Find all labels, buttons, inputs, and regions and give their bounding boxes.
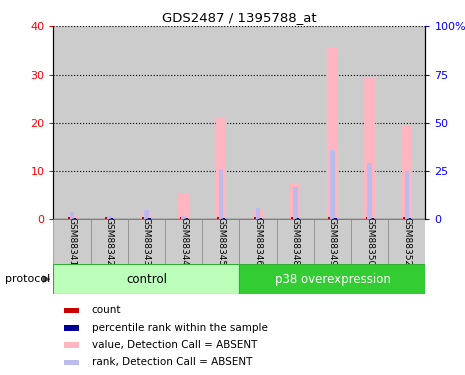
Text: percentile rank within the sample: percentile rank within the sample bbox=[92, 323, 268, 333]
Title: GDS2487 / 1395788_at: GDS2487 / 1395788_at bbox=[162, 11, 317, 24]
Text: GSM88352: GSM88352 bbox=[402, 217, 412, 266]
Bar bbox=[254, 217, 256, 219]
Bar bbox=[334, 218, 337, 219]
Bar bbox=[277, 26, 314, 219]
Bar bbox=[351, 219, 388, 264]
Bar bbox=[70, 211, 74, 219]
Bar bbox=[104, 217, 114, 219]
Text: GSM88344: GSM88344 bbox=[179, 217, 188, 266]
Bar bbox=[217, 217, 219, 219]
Text: rank, Detection Call = ABSENT: rank, Detection Call = ABSENT bbox=[92, 357, 252, 368]
Bar bbox=[68, 217, 70, 219]
Text: count: count bbox=[92, 305, 121, 315]
Bar bbox=[256, 208, 260, 219]
Bar bbox=[179, 217, 182, 219]
Bar bbox=[372, 218, 374, 219]
Bar bbox=[64, 360, 79, 365]
Bar bbox=[291, 217, 293, 219]
Bar bbox=[328, 217, 331, 219]
Text: GSM88345: GSM88345 bbox=[216, 217, 226, 266]
Text: GSM88349: GSM88349 bbox=[328, 217, 337, 266]
Text: GSM88348: GSM88348 bbox=[291, 217, 300, 266]
Bar bbox=[330, 150, 335, 219]
Bar bbox=[128, 26, 165, 219]
Bar bbox=[314, 26, 351, 219]
Bar bbox=[403, 217, 405, 219]
Bar bbox=[53, 26, 91, 219]
Bar bbox=[165, 26, 202, 219]
Bar bbox=[239, 26, 277, 219]
Bar bbox=[202, 219, 239, 264]
Bar bbox=[239, 219, 277, 264]
Bar bbox=[107, 216, 112, 219]
Bar bbox=[290, 183, 300, 219]
Bar bbox=[293, 186, 298, 219]
Bar bbox=[367, 164, 372, 219]
Bar bbox=[216, 118, 226, 219]
Bar bbox=[111, 218, 113, 219]
Bar bbox=[277, 219, 314, 264]
Bar bbox=[405, 171, 409, 219]
Text: GSM88343: GSM88343 bbox=[142, 217, 151, 266]
Bar bbox=[388, 219, 425, 264]
Bar bbox=[91, 219, 128, 264]
Bar bbox=[327, 48, 338, 219]
Bar bbox=[91, 26, 128, 219]
Text: control: control bbox=[126, 273, 167, 286]
Bar bbox=[297, 218, 299, 219]
Bar bbox=[53, 219, 91, 264]
Bar bbox=[186, 218, 188, 219]
Bar bbox=[74, 218, 76, 219]
Text: protocol: protocol bbox=[5, 274, 50, 284]
Bar bbox=[67, 214, 77, 219]
Bar bbox=[260, 218, 262, 219]
Bar bbox=[181, 216, 186, 219]
Bar bbox=[202, 26, 239, 219]
Bar bbox=[64, 325, 79, 330]
Bar bbox=[128, 219, 165, 264]
Bar bbox=[105, 217, 107, 219]
Bar bbox=[64, 308, 79, 313]
Bar bbox=[351, 26, 388, 219]
Bar bbox=[165, 219, 202, 264]
Bar bbox=[53, 264, 239, 294]
Bar bbox=[402, 125, 412, 219]
Bar bbox=[223, 218, 225, 219]
Bar bbox=[142, 217, 145, 219]
Bar bbox=[144, 210, 149, 219]
Bar bbox=[148, 218, 151, 219]
Bar bbox=[219, 169, 223, 219]
Bar bbox=[239, 264, 425, 294]
Text: value, Detection Call = ABSENT: value, Detection Call = ABSENT bbox=[92, 340, 257, 350]
Bar bbox=[179, 193, 189, 219]
Text: GSM88342: GSM88342 bbox=[105, 217, 114, 266]
Bar bbox=[253, 210, 263, 219]
Text: GSM88350: GSM88350 bbox=[365, 217, 374, 267]
Bar bbox=[388, 26, 425, 219]
Text: p38 overexpression: p38 overexpression bbox=[274, 273, 391, 286]
Text: GSM88346: GSM88346 bbox=[253, 217, 263, 266]
Bar bbox=[365, 77, 375, 219]
Bar bbox=[314, 219, 351, 264]
Bar bbox=[365, 217, 368, 219]
Bar bbox=[409, 218, 411, 219]
Bar bbox=[141, 212, 152, 219]
Bar bbox=[64, 342, 79, 348]
Text: GSM88341: GSM88341 bbox=[67, 217, 77, 266]
